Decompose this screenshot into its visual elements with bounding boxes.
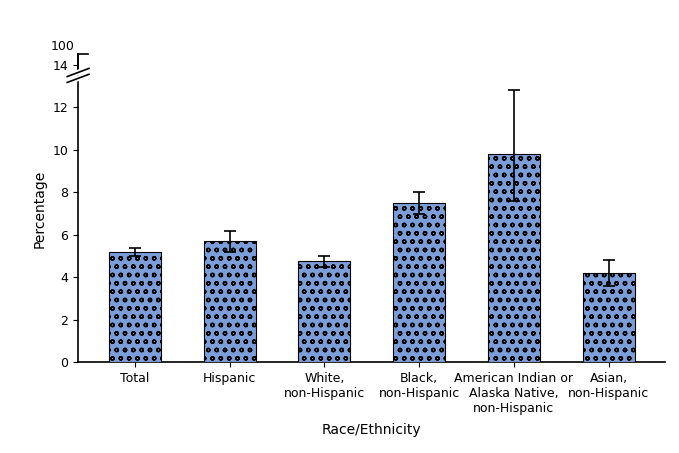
Bar: [583, 273, 635, 362]
Text: 100: 100: [51, 40, 75, 53]
Y-axis label: Percentage: Percentage: [33, 169, 47, 247]
Bar: [109, 252, 161, 362]
Bar: [393, 203, 445, 362]
Bar: [298, 261, 350, 362]
Bar: [488, 154, 540, 362]
X-axis label: Race/Ethnicity: Race/Ethnicity: [322, 424, 422, 438]
Bar: [204, 241, 256, 362]
